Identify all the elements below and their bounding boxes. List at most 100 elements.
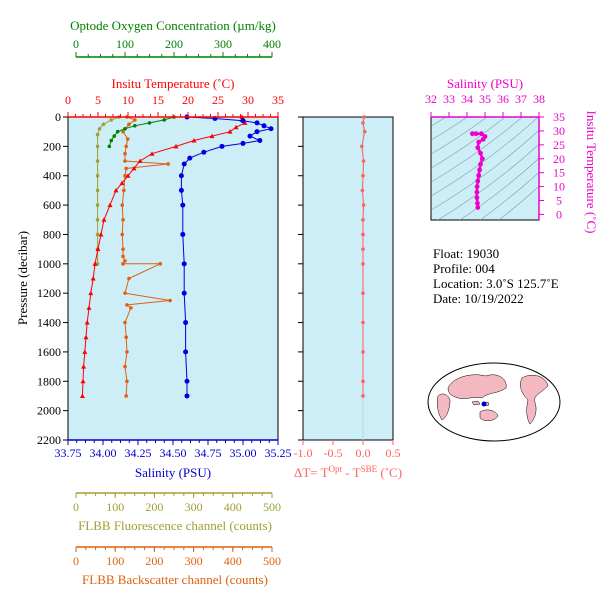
- ts-y-tick-label: 10: [553, 180, 565, 194]
- ts-y-tick-label: 0: [556, 207, 562, 221]
- salinity-point: [247, 133, 253, 139]
- oxygen-tick-label: 100: [116, 37, 134, 51]
- delta-tick-label: 0.0: [356, 446, 371, 460]
- delta-point: [361, 350, 365, 354]
- backscatter-point: [121, 129, 125, 134]
- pressure-tick-label: 0: [55, 110, 61, 124]
- ts-y-tick-label: 15: [553, 166, 565, 180]
- ts-x-tick-label: 35: [479, 92, 491, 106]
- salinity-axis-title: Salinity (PSU): [135, 465, 211, 480]
- info-date: Date: 10/19/2022: [433, 291, 524, 306]
- backscatter-point: [121, 262, 125, 266]
- salinity-point: [183, 320, 189, 326]
- salinity-tick-label: 33.75: [55, 446, 82, 460]
- ts-contour-line: [421, 0, 549, 76]
- backscatter-tick-label: 400: [224, 554, 242, 568]
- temperature-point: [107, 202, 113, 208]
- ts-x-tick-label: 33: [443, 92, 455, 106]
- pressure-tick-label: 400: [43, 169, 61, 183]
- map-land-australia: [479, 409, 499, 421]
- temperature-tick-label: 5: [95, 93, 101, 107]
- fluorescence-point: [95, 203, 100, 207]
- delta-title-sup2: SBE: [361, 464, 378, 474]
- salinity-point: [181, 290, 187, 296]
- ts-point: [477, 167, 482, 173]
- oxygen-point: [133, 124, 137, 128]
- backscatter-point: [125, 379, 129, 384]
- temperature-point: [86, 305, 92, 310]
- ts-y-tick-label: 5: [556, 194, 562, 208]
- map-land-africa: [436, 393, 451, 421]
- ts-contour-line: [498, 185, 539, 220]
- ts-point: [476, 173, 482, 178]
- backscatter-point: [123, 291, 127, 295]
- temperature-point: [137, 158, 143, 164]
- fluorescence-point: [95, 159, 100, 163]
- temperature-line: [81, 117, 246, 397]
- main-profile-layer: [79, 114, 274, 399]
- ts-contour-line: [459, 157, 539, 220]
- delta-point: [361, 203, 366, 207]
- oxygen-point: [123, 126, 127, 131]
- fluorescence-point: [101, 122, 106, 127]
- backscatter-axis-title: FLBB Backscatter channel (counts): [82, 572, 268, 587]
- delta-point: [361, 217, 365, 222]
- pressure-axis-title: Pressure (decibar): [15, 231, 30, 325]
- delta-point: [362, 115, 367, 119]
- pressure-tick-label: 1000: [37, 257, 61, 271]
- fluorescence-point: [95, 217, 100, 222]
- salinity-point: [201, 149, 207, 155]
- salinity-tick-label: 35.25: [265, 446, 292, 460]
- ts-y-tick-label: 35: [553, 110, 565, 124]
- temperature-point: [113, 187, 119, 193]
- delta-point: [361, 291, 365, 295]
- backscatter-point: [133, 118, 137, 122]
- ts-x-tick-label: 36: [497, 92, 509, 106]
- ts-contour-line: [431, 129, 539, 211]
- salinity-point: [184, 393, 190, 399]
- ts-point: [475, 205, 481, 210]
- ts-contour-line: [431, 117, 523, 183]
- ts-contour-line: [437, 143, 539, 220]
- ts-point: [475, 145, 481, 151]
- salinity-point: [261, 123, 267, 129]
- salinity-point: [180, 202, 186, 208]
- backscatter-point: [121, 217, 125, 222]
- delta-point: [361, 121, 365, 125]
- delta-point: [361, 232, 365, 237]
- temperature-point: [80, 378, 86, 384]
- backscatter-point: [123, 151, 127, 156]
- delta-point: [360, 188, 365, 193]
- ts-contour-line: [431, 117, 488, 155]
- axes-layer: 0200400600800100012001400160018002000220…: [37, 37, 565, 568]
- oxygen-point: [162, 118, 166, 122]
- ts-x-tick-label: 32: [425, 92, 437, 106]
- salinity-point: [254, 129, 260, 135]
- salinity-point: [268, 126, 274, 132]
- salinity-point: [240, 118, 246, 124]
- delta-tick-label: 0.5: [386, 446, 401, 460]
- salinity-tick-label: 34.50: [160, 446, 187, 460]
- pressure-tick-label: 1800: [37, 374, 61, 388]
- temperature-point: [101, 217, 107, 222]
- salinity-point: [219, 143, 225, 149]
- delta-title-unit: (˚C): [377, 465, 402, 480]
- salinity-point: [181, 161, 187, 167]
- temperature-tick-label: 0: [65, 93, 71, 107]
- temperature-point: [83, 334, 89, 340]
- temperature-tick-label: 10: [122, 93, 134, 107]
- temperature-point: [90, 276, 96, 281]
- ts-point: [474, 189, 480, 195]
- backscatter-point: [124, 166, 128, 171]
- temperature-tick-label: 30: [242, 93, 254, 107]
- ts-y-tick-label: 20: [553, 152, 565, 166]
- fluorescence-tick-label: 200: [145, 500, 163, 514]
- ts-contour-line: [431, 117, 506, 169]
- pressure-tick-label: 200: [43, 139, 61, 153]
- ts-point: [476, 139, 482, 145]
- temperature-point: [191, 137, 197, 143]
- ts-point: [473, 131, 479, 137]
- temperature-point: [125, 173, 131, 178]
- ts-x-tick-label: 37: [515, 92, 527, 106]
- temperature-point: [131, 165, 137, 171]
